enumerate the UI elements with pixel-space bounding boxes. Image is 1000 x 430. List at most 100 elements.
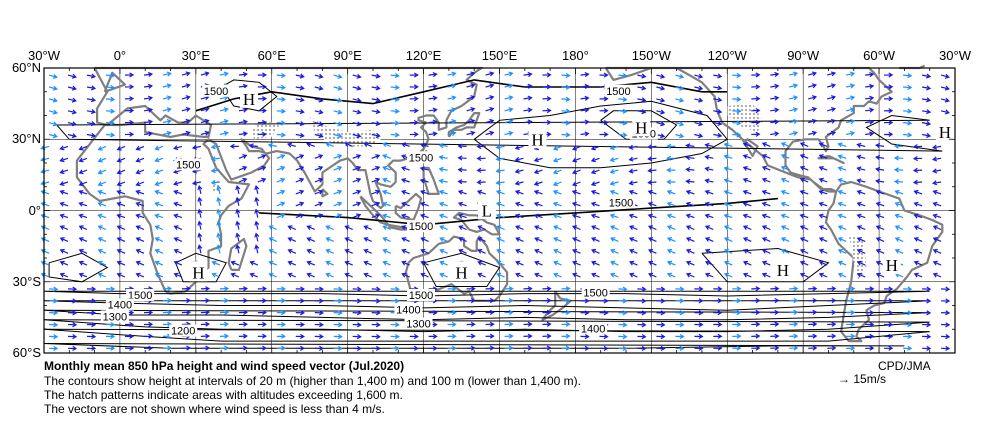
wind-vector-icon [561,72,571,79]
wind-vector-icon [447,298,457,304]
wind-vector-icon [257,119,267,126]
wind-vector-icon [466,83,476,89]
wind-vector-icon [515,272,524,278]
wind-vector-icon [306,248,316,254]
wind-vector-icon [238,107,248,113]
wind-vector-icon [647,168,657,174]
wind-vector-icon [599,310,609,316]
wind-vector-icon [238,154,248,159]
wind-vector-icon [742,248,752,254]
wind-vector-icon [401,237,410,242]
wind-vector-icon [770,71,780,77]
wind-vector-icon [523,83,533,89]
wind-vector-icon [352,177,362,183]
wind-vector-icon [333,322,343,328]
wind-vector-icon [704,154,714,160]
wind-vector-icon [116,225,126,231]
wind-vector-icon [694,109,704,115]
wind-vector-icon [875,201,885,207]
contour-label: 1400 [581,323,605,335]
contour-label-bg [581,286,610,299]
wind-vector-icon [230,272,240,278]
wind-vector-icon [457,143,467,149]
wind-vector-icon [694,310,704,316]
wind-vector-icon [162,130,172,136]
wind-vector-icon [219,107,229,113]
wind-vector-icon [143,107,154,113]
wind-vector-icon [610,260,619,266]
wind-vector-icon [514,145,524,151]
wind-vector-icon [713,120,723,127]
wind-vector-icon [628,156,638,162]
wind-vector-icon [770,345,780,351]
wind-vector-icon [466,118,476,124]
wind-vector-icon [818,166,828,171]
wind-vector-icon [382,201,391,207]
wind-vector-icon [40,213,50,219]
wind-vector-icon [86,73,97,79]
coastline [604,66,944,343]
hatch-area [848,234,867,282]
wind-vector-icon [333,154,343,159]
wind-vector-icon [257,84,267,90]
wind-vector-icon [799,189,809,195]
wind-vector-icon [48,85,58,91]
wind-vector-icon [647,189,657,195]
wind-vector-icon [352,298,362,304]
wind-vector-icon [893,155,904,161]
wind-vector-icon [789,107,799,113]
wind-vector-icon [390,73,400,79]
wind-vector-icon [799,248,809,254]
wind-vector-icon [884,108,894,114]
wind-vector-icon [789,83,799,89]
wind-vector-icon [789,297,799,304]
wind-vector-icon [770,297,780,304]
wind-vector-icon [382,237,391,242]
wind-vector-icon [420,248,429,254]
wind-vector-icon [419,189,429,195]
wind-vector-icon [799,142,809,147]
wind-vector-icon [419,142,429,148]
wind-vector-icon [647,144,657,150]
center-label-bg [239,87,258,108]
wind-vector-icon [229,143,239,149]
wind-vector-icon [333,165,343,171]
wind-vector-icon [913,201,923,207]
contour-label: 1400 [396,304,420,316]
wind-vector-icon [533,181,543,186]
wind-vector-icon [276,310,286,316]
wind-vector-icon [143,71,154,77]
wind-vector-icon [276,345,286,351]
wind-vector-icon [496,272,505,278]
wind-vector-icon [761,154,771,159]
wind-vector-icon [941,310,951,316]
wind-vector-icon [49,310,59,316]
wind-vector-icon [921,132,932,138]
wind-vector-icon [200,118,210,124]
wind-vector-icon [580,95,590,101]
wind-vector-icon [200,297,211,304]
wind-vector-icon [609,213,619,219]
wind-vector-icon [40,168,50,174]
wind-vector-icon [553,248,562,254]
wind-vector-icon [761,272,771,278]
wind-vector-icon [267,142,277,148]
wind-vector-icon [552,181,562,187]
hatch-area [309,115,381,147]
wind-vector-icon [238,119,248,125]
wind-vector-icon [818,177,828,183]
wind-vector-icon [78,181,88,187]
wind-vector-icon [799,225,809,231]
wind-vector-icon [485,333,495,339]
wind-vector-icon [78,260,88,266]
wind-vector-icon [921,121,932,127]
wind-vector-icon [181,71,191,77]
wind-vector-icon [314,189,324,195]
wind-vector-icon [306,225,316,231]
center-label-bg [935,121,954,142]
wind-vector-icon [191,144,202,150]
wind-vector-icon [124,72,135,78]
wind-vector-icon [78,157,88,163]
wind-vector-icon [903,96,913,102]
